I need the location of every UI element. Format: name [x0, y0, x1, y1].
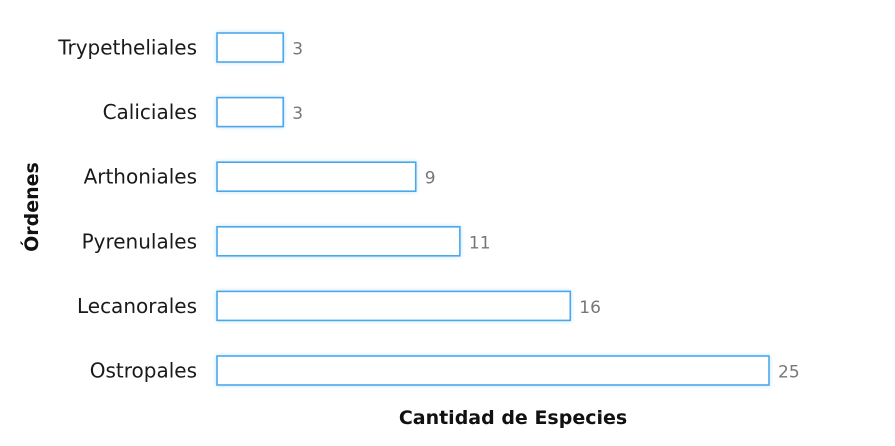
value-label-arthoniales: 9	[425, 169, 436, 189]
bar-pyrenulales	[216, 226, 461, 257]
value-label-ostropales: 25	[778, 363, 800, 383]
category-labels: Trypetheliales Caliciales Arthoniales Pyren…	[57, 36, 197, 383]
category-label-arthoniales: Arthoniales	[84, 165, 197, 189]
bars-group	[216, 32, 770, 386]
x-axis-title: Cantidad de Especies	[399, 407, 627, 429]
category-label-pyrenulales: Pyrenulales	[82, 229, 197, 253]
category-label-lecanorales: Lecanorales	[77, 294, 197, 318]
value-labels: 3 3 9 11 16 25	[292, 40, 799, 383]
value-label-caliciales: 3	[292, 104, 303, 124]
value-label-trypetheliales: 3	[292, 40, 303, 60]
bar-caliciales	[216, 96, 285, 128]
bar-arthoniales	[216, 161, 417, 192]
bar-trypetheliales	[216, 32, 285, 63]
category-label-ostropales: Ostropales	[90, 359, 197, 383]
category-label-caliciales: Caliciales	[103, 100, 197, 124]
bar-lecanorales	[216, 290, 572, 322]
bar-ostropales	[216, 355, 770, 386]
value-label-lecanorales: 16	[579, 298, 601, 318]
value-label-pyrenulales: 11	[469, 233, 491, 253]
y-axis-title: Órdenes	[19, 162, 43, 252]
category-label-trypetheliales: Trypetheliales	[57, 36, 197, 60]
